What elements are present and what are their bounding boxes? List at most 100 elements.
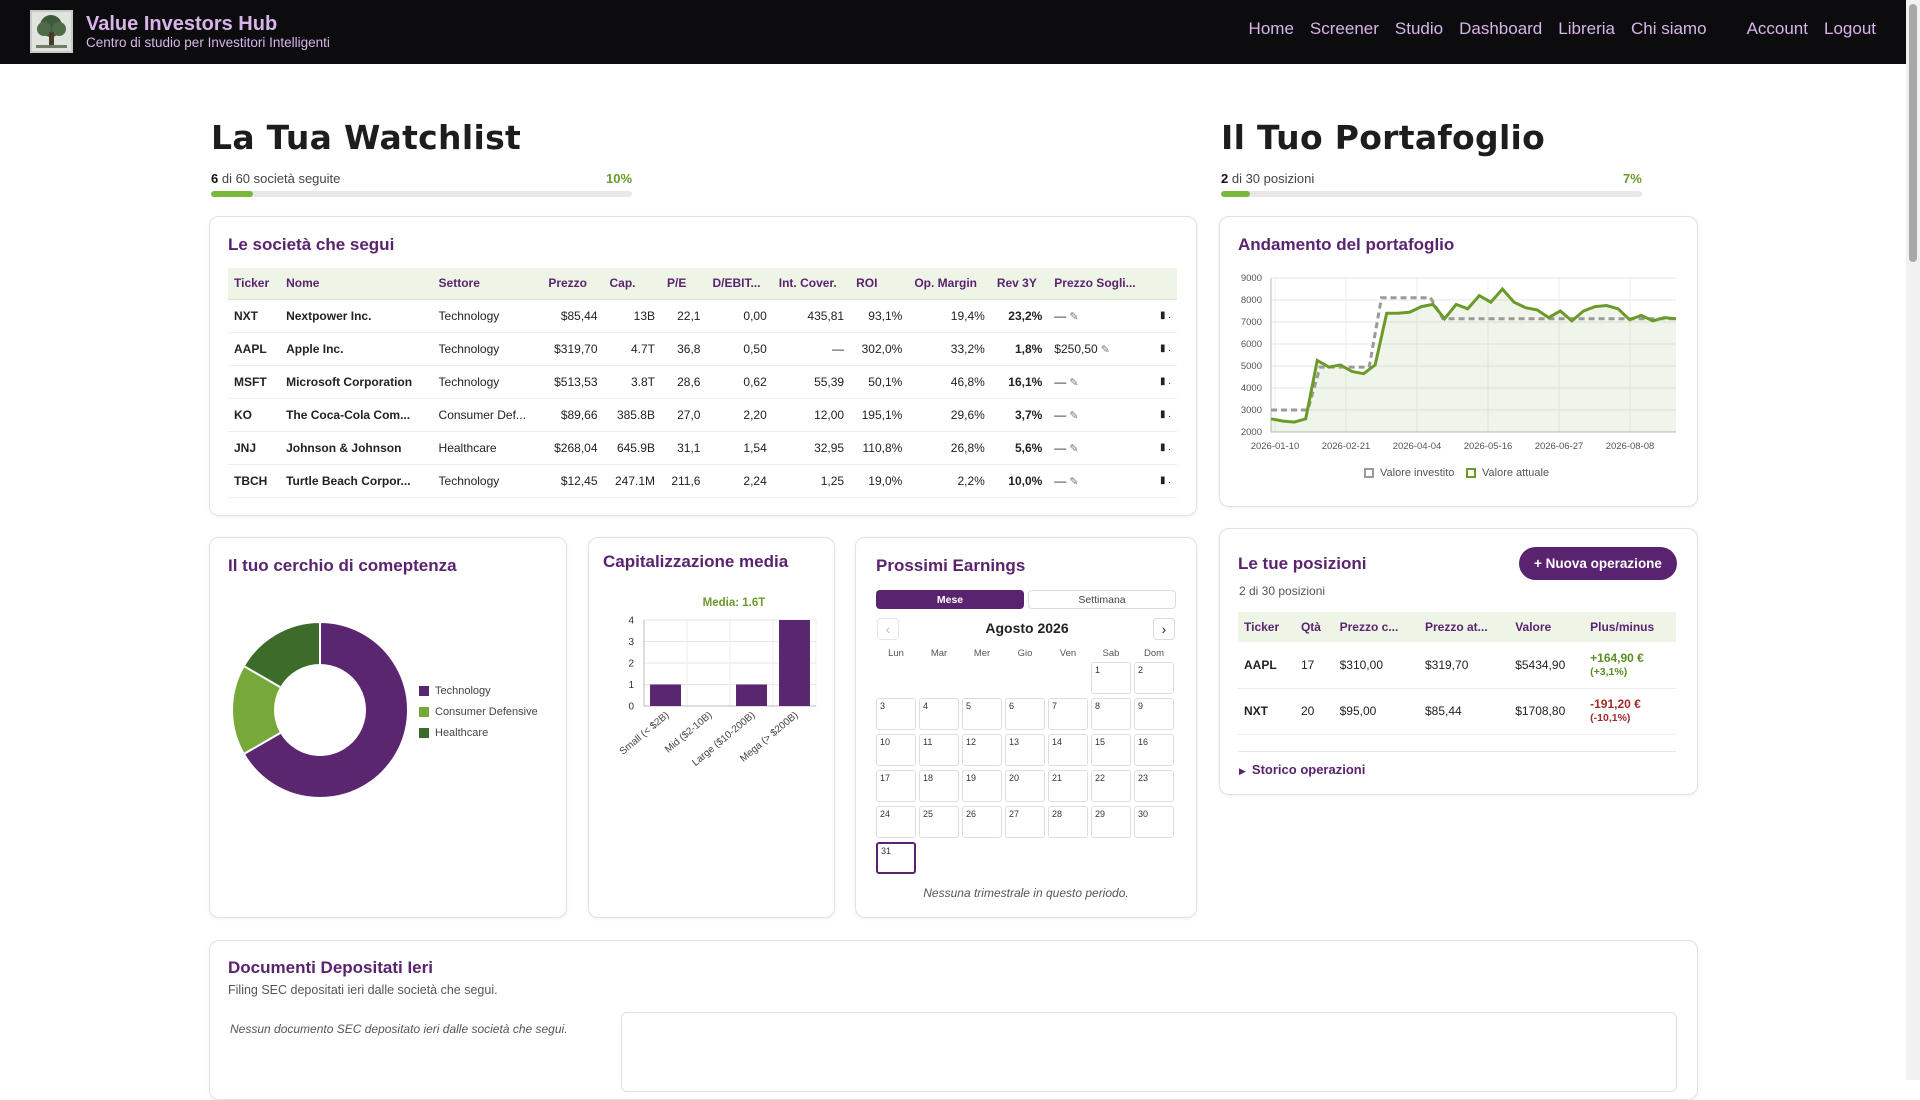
watchlist-row[interactable]: TBCH Turtle Beach Corpor... Technology $12,… (228, 464, 1177, 498)
edit-pencil-icon[interactable]: ✎ (1066, 442, 1079, 455)
bar-0[interactable] (650, 684, 681, 707)
col-cap[interactable]: Cap. (603, 268, 661, 300)
cell-prezzo-soglia[interactable]: — ✎ (1048, 431, 1152, 465)
edit-pencil-icon[interactable]: ✎ (1066, 409, 1079, 422)
col-ticker[interactable]: Ticker (228, 268, 281, 300)
col-int-cover[interactable]: Int. Cover. (772, 268, 851, 300)
row-actions-icon[interactable]: ▮ . (1151, 365, 1177, 399)
calendar-day[interactable]: 10 (876, 734, 916, 766)
site-title[interactable]: Value Investors Hub (86, 13, 278, 35)
edit-pencil-icon[interactable]: ✎ (1066, 310, 1079, 323)
nav-dashboard[interactable]: Dashboard (1459, 19, 1543, 38)
pos-col-value[interactable]: Valore (1509, 612, 1585, 642)
calendar-day[interactable]: 20 (1005, 770, 1045, 802)
calendar-prev-button[interactable]: ‹ (877, 618, 899, 640)
calendar-day[interactable]: 1 (1091, 662, 1131, 694)
calendar-day[interactable]: 28 (1048, 806, 1088, 838)
bar-2[interactable] (736, 684, 767, 707)
position-row-aapl[interactable]: AAPL 17 $310,00 $319,70 $5434,90 +164,90… (1238, 642, 1676, 689)
calendar-day-today[interactable]: 31 (876, 842, 916, 874)
pos-col-ticker[interactable]: Ticker (1238, 612, 1295, 642)
calendar-day[interactable]: 18 (919, 770, 959, 802)
watchlist-row[interactable]: MSFT Microsoft Corporation Technology $513,… (228, 365, 1177, 399)
calendar-day[interactable]: 4 (919, 698, 959, 730)
nav-account[interactable]: Account (1746, 19, 1808, 38)
calendar-day[interactable]: 19 (962, 770, 1002, 802)
nav-studio[interactable]: Studio (1394, 19, 1444, 38)
cell-prezzo-soglia[interactable]: $250,50 ✎ (1048, 332, 1152, 366)
edit-pencil-icon[interactable]: ✎ (1097, 343, 1110, 356)
donut-slice-technology[interactable] (242, 620, 409, 799)
col-nome[interactable]: Nome (280, 268, 433, 300)
calendar-day[interactable]: 8 (1091, 698, 1131, 730)
legend-item-technology[interactable]: Technology (419, 680, 538, 701)
calendar-day[interactable]: 11 (919, 734, 959, 766)
col-prezzo[interactable]: Prezzo (542, 268, 604, 300)
calendar-day[interactable]: 24 (876, 806, 916, 838)
col-settore[interactable]: Settore (432, 268, 543, 300)
calendar-day[interactable]: 17 (876, 770, 916, 802)
calendar-day[interactable]: 9 (1134, 698, 1174, 730)
calendar-day[interactable]: 27 (1005, 806, 1045, 838)
row-actions-icon[interactable]: ▮ . (1151, 464, 1177, 498)
watchlist-row[interactable]: KO The Coca-Cola Com... Consumer Def... $89… (228, 398, 1177, 432)
col-op-margin[interactable]: Op. Margin (908, 268, 991, 300)
calendar-day[interactable]: 6 (1005, 698, 1045, 730)
calendar-day[interactable]: 14 (1048, 734, 1088, 766)
watchlist-row[interactable]: NXT Nextpower Inc. Technology $85,44 13B 22,1… (228, 299, 1177, 333)
calendar-day[interactable]: 22 (1091, 770, 1131, 802)
calendar-day[interactable]: 3 (876, 698, 916, 730)
calendar-day[interactable]: 16 (1134, 734, 1174, 766)
position-row-nxt[interactable]: NXT 20 $95,00 $85,44 $1708,80 -191,20 € … (1238, 688, 1676, 735)
cell-prezzo-soglia[interactable]: — ✎ (1048, 365, 1152, 399)
row-actions-icon[interactable]: ▮ . (1151, 431, 1177, 465)
nav-logout[interactable]: Logout (1824, 19, 1876, 38)
col-rev-3y[interactable]: Rev 3Y (990, 268, 1049, 300)
calendar-day[interactable]: 13 (1005, 734, 1045, 766)
site-logo[interactable] (30, 10, 73, 53)
row-actions-icon[interactable]: ▮ . (1151, 299, 1177, 333)
calendar-day[interactable]: 26 (962, 806, 1002, 838)
legend-item-healthcare[interactable]: Healthcare (419, 722, 538, 743)
calendar-day[interactable]: 5 (962, 698, 1002, 730)
row-actions-icon[interactable]: ▮ . (1151, 332, 1177, 366)
page-scrollbar[interactable] (1906, 0, 1920, 1080)
nav-home[interactable]: Home (1248, 19, 1294, 38)
row-actions-icon[interactable]: ▮ . (1151, 398, 1177, 432)
nav-libreria[interactable]: Libreria (1558, 19, 1615, 38)
calendar-day[interactable]: 2 (1134, 662, 1174, 694)
scrollbar-thumb[interactable] (1909, 4, 1917, 262)
new-operation-button[interactable]: + Nuova operazione (1519, 547, 1677, 580)
calendar-next-button[interactable]: › (1153, 618, 1175, 640)
col-pe[interactable]: P/E (661, 268, 707, 300)
pos-col-buy-price[interactable]: Prezzo c... (1333, 612, 1419, 642)
watchlist-row[interactable]: JNJ Johnson & Johnson Healthcare $268,04 645… (228, 431, 1177, 465)
nav-chi-siamo[interactable]: Chi siamo (1630, 19, 1707, 38)
calendar-day[interactable]: 21 (1048, 770, 1088, 802)
legend-item-consumer-defensive[interactable]: Consumer Defensive (419, 701, 538, 722)
edit-pencil-icon[interactable]: ✎ (1066, 475, 1079, 488)
calendar-day[interactable]: 29 (1091, 806, 1131, 838)
col-debit[interactable]: D/EBIT... (706, 268, 773, 300)
pos-col-current-price[interactable]: Prezzo at... (1418, 612, 1510, 642)
tab-month[interactable]: Mese (876, 590, 1024, 609)
calendar-day[interactable]: 25 (919, 806, 959, 838)
donut-slice-healthcare[interactable] (242, 620, 321, 689)
pos-col-qty[interactable]: Qtà (1294, 612, 1334, 642)
edit-pencil-icon[interactable]: ✎ (1066, 376, 1079, 389)
col-prezzo-soglia[interactable]: Prezzo Sogli... (1048, 268, 1152, 300)
calendar-day[interactable]: 30 (1134, 806, 1174, 838)
bar-3[interactable] (779, 620, 810, 706)
calendar-day[interactable]: 23 (1134, 770, 1174, 802)
history-toggle[interactable]: ▶ Storico operazioni (1239, 762, 1365, 777)
tab-week[interactable]: Settimana (1028, 590, 1176, 609)
pos-col-plus-minus[interactable]: Plus/minus (1584, 612, 1676, 642)
calendar-day[interactable]: 12 (962, 734, 1002, 766)
cell-prezzo-soglia[interactable]: — ✎ (1048, 398, 1152, 432)
watchlist-row[interactable]: AAPL Apple Inc. Technology $319,70 4.7T 36,8 0… (228, 332, 1177, 366)
nav-screener[interactable]: Screener (1309, 19, 1379, 38)
calendar-day[interactable]: 15 (1091, 734, 1131, 766)
calendar-day[interactable]: 7 (1048, 698, 1088, 730)
col-roi[interactable]: ROI (850, 268, 909, 300)
cell-prezzo-soglia[interactable]: — ✎ (1048, 464, 1152, 498)
